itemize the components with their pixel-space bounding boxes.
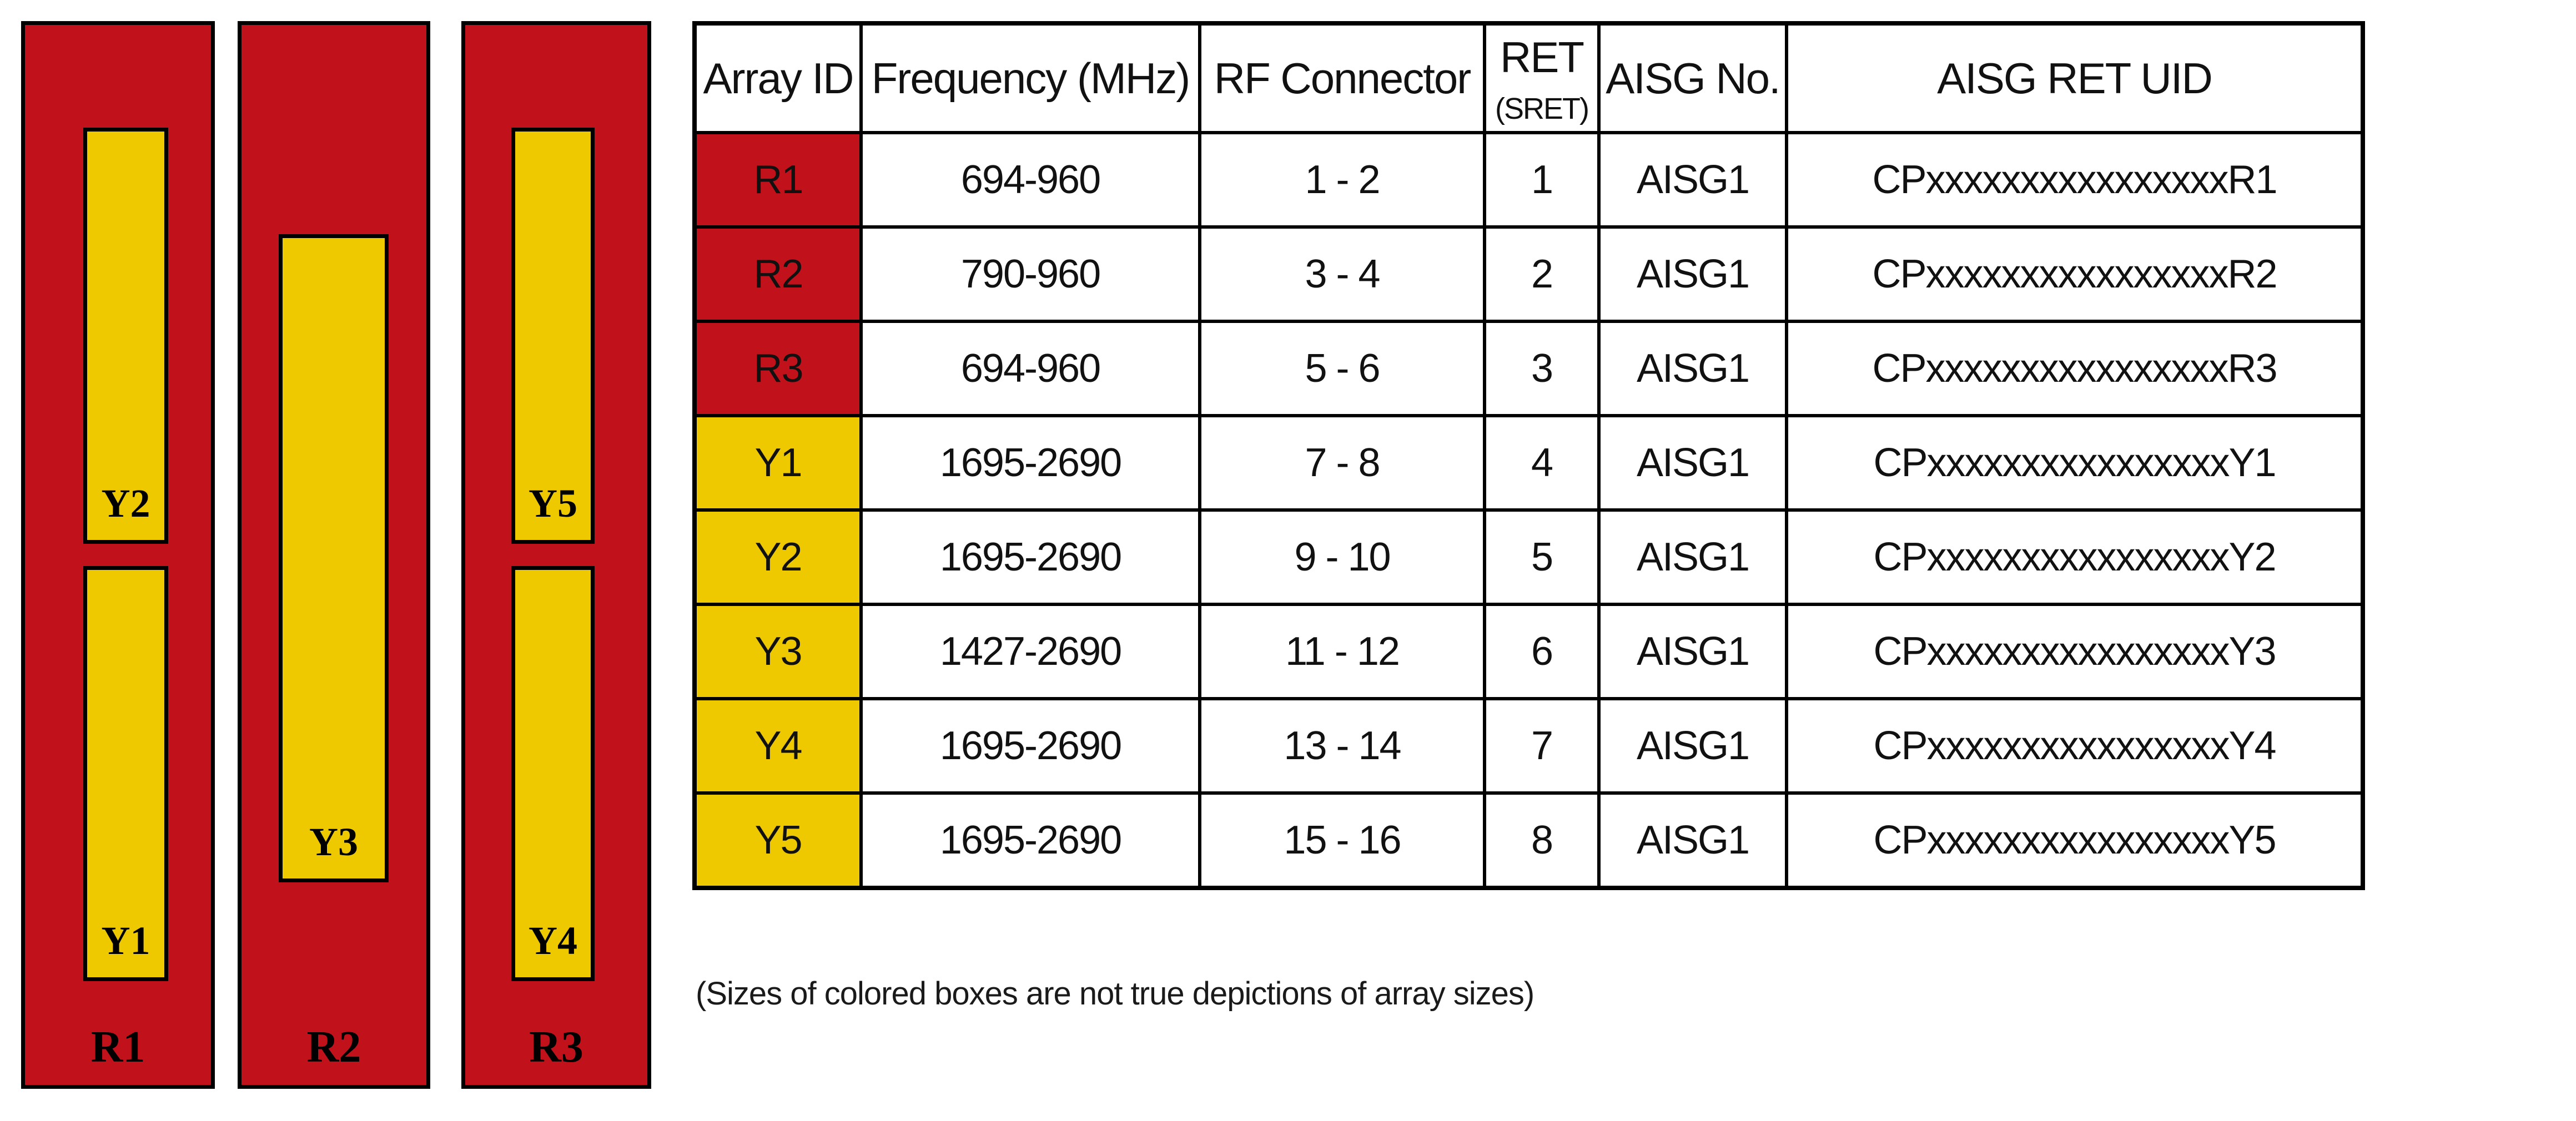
table-row: R2 790-960 3 - 4 2 AISG1 CPxxxxxxxxxxxxx… <box>693 225 2364 323</box>
aisg-no-cell: AISG1 <box>1597 414 1788 512</box>
table-header-row: Array ID Frequency (MHz) RF Connector RE… <box>693 22 2364 134</box>
table-row: Y3 1427-2690 11 - 12 6 AISG1 CPxxxxxxxxx… <box>693 603 2364 700</box>
rf-connector-cell: 7 - 8 <box>1198 414 1486 512</box>
aisg-no-cell: AISG1 <box>1597 225 1788 323</box>
ret-cell: 5 <box>1483 508 1601 606</box>
aisg-no-cell: AISG1 <box>1597 791 1788 890</box>
array-id-cell: R1 <box>693 131 863 229</box>
frequency-cell: 1427-2690 <box>859 603 1201 700</box>
rf-connector-cell: 13 - 14 <box>1198 697 1486 795</box>
array-box-y1: Y1 <box>83 566 168 981</box>
frequency-cell: 694-960 <box>859 320 1201 417</box>
frequency-cell: 1695-2690 <box>859 414 1201 512</box>
array-box-y3: Y3 <box>279 234 389 882</box>
rf-connector-cell: 9 - 10 <box>1198 508 1486 606</box>
table-row: R3 694-960 5 - 6 3 AISG1 CPxxxxxxxxxxxxx… <box>693 320 2364 417</box>
col-header-rf-connector: RF Connector <box>1198 22 1486 134</box>
array-panel-label: R3 <box>529 1023 583 1072</box>
aisg-ret-uid-cell: CPxxxxxxxxxxxxxxxxY5 <box>1785 791 2364 890</box>
ret-header-sub: (SRET) <box>1495 92 1589 126</box>
array-panel-label: R1 <box>90 1023 145 1072</box>
col-header-frequency: Frequency (MHz) <box>859 22 1201 134</box>
table-row: Y4 1695-2690 13 - 14 7 AISG1 CPxxxxxxxxx… <box>693 697 2364 795</box>
array-id-cell: Y1 <box>693 414 863 512</box>
frequency-cell: 790-960 <box>859 225 1201 323</box>
aisg-ret-uid-cell: CPxxxxxxxxxxxxxxxxR3 <box>1785 320 2364 417</box>
ret-header-main: RET <box>1500 33 1584 82</box>
aisg-no-cell: AISG1 <box>1597 603 1788 700</box>
array-id-cell: R3 <box>693 320 863 417</box>
array-id-cell: Y5 <box>693 791 863 890</box>
array-id-cell: Y3 <box>693 603 863 700</box>
aisg-ret-uid-cell: CPxxxxxxxxxxxxxxxxY1 <box>1785 414 2364 512</box>
table-row: R1 694-960 1 - 2 1 AISG1 CPxxxxxxxxxxxxx… <box>693 131 2364 229</box>
aisg-no-cell: AISG1 <box>1597 131 1788 229</box>
array-panel-r2: Y3 R2 <box>238 21 430 1089</box>
aisg-ret-uid-cell: CPxxxxxxxxxxxxxxxxR1 <box>1785 131 2364 229</box>
frequency-cell: 1695-2690 <box>859 508 1201 606</box>
col-header-array-id: Array ID <box>693 22 863 134</box>
table-row: Y5 1695-2690 15 - 16 8 AISG1 CPxxxxxxxxx… <box>693 791 2364 890</box>
table-row: Y1 1695-2690 7 - 8 4 AISG1 CPxxxxxxxxxxx… <box>693 414 2364 512</box>
array-spec-table: Array ID Frequency (MHz) RF Connector RE… <box>692 21 2365 890</box>
array-panel-r1: Y2 Y1 R1 <box>21 21 215 1089</box>
array-box-label: Y1 <box>101 918 150 963</box>
rf-connector-cell: 15 - 16 <box>1198 791 1486 890</box>
rf-connector-cell: 1 - 2 <box>1198 131 1486 229</box>
frequency-cell: 1695-2690 <box>859 791 1201 890</box>
aisg-no-cell: AISG1 <box>1597 320 1788 417</box>
array-box-y4: Y4 <box>511 566 595 981</box>
array-id-cell: R2 <box>693 225 863 323</box>
rf-connector-cell: 11 - 12 <box>1198 603 1486 700</box>
ret-cell: 1 <box>1483 131 1601 229</box>
aisg-ret-uid-cell: CPxxxxxxxxxxxxxxxxY4 <box>1785 697 2364 795</box>
aisg-ret-uid-cell: CPxxxxxxxxxxxxxxxxY3 <box>1785 603 2364 700</box>
ret-cell: 6 <box>1483 603 1601 700</box>
aisg-ret-uid-cell: CPxxxxxxxxxxxxxxxxY2 <box>1785 508 2364 606</box>
frequency-cell: 694-960 <box>859 131 1201 229</box>
array-id-cell: Y4 <box>693 697 863 795</box>
ret-cell: 2 <box>1483 225 1601 323</box>
ret-cell: 4 <box>1483 414 1601 512</box>
array-box-label: Y3 <box>309 820 358 864</box>
array-box-label: Y2 <box>101 481 150 526</box>
aisg-ret-uid-cell: CPxxxxxxxxxxxxxxxxR2 <box>1785 225 2364 323</box>
frequency-cell: 1695-2690 <box>859 697 1201 795</box>
array-id-cell: Y2 <box>693 508 863 606</box>
table-row: Y2 1695-2690 9 - 10 5 AISG1 CPxxxxxxxxxx… <box>693 508 2364 606</box>
array-panel-label: R2 <box>306 1023 361 1072</box>
array-box-y2: Y2 <box>83 128 168 544</box>
rf-connector-cell: 5 - 6 <box>1198 320 1486 417</box>
array-box-y5: Y5 <box>511 128 595 544</box>
aisg-no-cell: AISG1 <box>1597 697 1788 795</box>
ret-cell: 8 <box>1483 791 1601 890</box>
col-header-ret: RET (SRET) <box>1483 22 1601 134</box>
size-disclaimer-note: (Sizes of colored boxes are not true dep… <box>696 976 1534 1012</box>
ret-cell: 7 <box>1483 697 1601 795</box>
array-box-label: Y4 <box>529 918 577 963</box>
array-box-label: Y5 <box>529 481 577 526</box>
aisg-no-cell: AISG1 <box>1597 508 1788 606</box>
col-header-aisg-no: AISG No. <box>1597 22 1788 134</box>
col-header-aisg-ret-uid: AISG RET UID <box>1785 22 2364 134</box>
rf-connector-cell: 3 - 4 <box>1198 225 1486 323</box>
ret-cell: 3 <box>1483 320 1601 417</box>
array-panel-r3: Y5 Y4 R3 <box>461 21 651 1089</box>
